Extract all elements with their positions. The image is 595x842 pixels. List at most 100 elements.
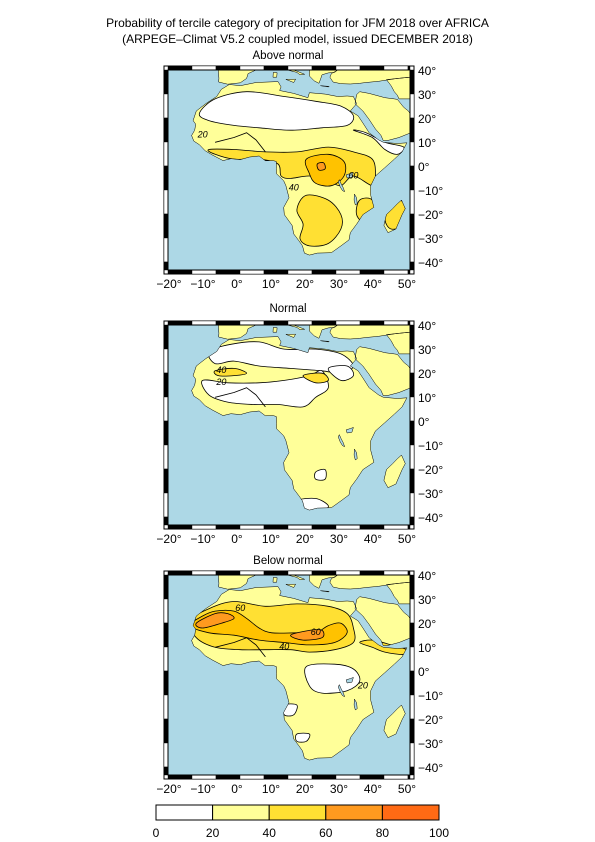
contour-label: 20 [357, 680, 368, 690]
longitude-tick-label: −10° [190, 782, 215, 796]
probability-region [213, 367, 248, 377]
contour-label: 20 [215, 377, 226, 387]
longitude-tick-label: 30° [330, 277, 348, 291]
coastline [191, 69, 411, 256]
contour-label: 20 [197, 129, 208, 139]
longitude-tick-label: 0° [231, 782, 243, 796]
figure-title: Probability of tercile category of preci… [106, 16, 489, 30]
lake [338, 433, 346, 448]
longitude-tick-label: 30° [330, 532, 348, 546]
lake [345, 676, 354, 684]
map-frame [163, 570, 415, 780]
probability-region [314, 468, 327, 481]
latitude-tick-label: −20° [418, 713, 443, 727]
contour-label: 40 [216, 365, 226, 375]
latitude-tick-label: 20° [418, 367, 436, 381]
colorbar-tick-label: 60 [319, 826, 333, 840]
probability-region [198, 91, 355, 131]
river [214, 132, 266, 153]
latitude-tick-label: 0° [418, 415, 430, 429]
colorbar-segment [268, 804, 327, 821]
map-frame [163, 65, 415, 275]
latitude-tick-label: 40° [418, 569, 436, 583]
contour-label: 40 [279, 642, 289, 652]
colorbar-segment [155, 804, 214, 821]
map-frame [163, 320, 415, 530]
longitude-tick-label: 40° [364, 532, 382, 546]
longitude-tick-label: 10° [262, 532, 280, 546]
latitude-tick-label: 30° [418, 343, 436, 357]
probability-region [201, 369, 329, 408]
longitude-tick-label: 50° [398, 277, 416, 291]
longitude-tick-label: −20° [156, 277, 181, 291]
lake [353, 698, 358, 711]
longitude-tick-label: −10° [190, 277, 215, 291]
probability-region [295, 732, 311, 743]
latitude-tick-label: 10° [418, 391, 436, 405]
map-panel-2: 60 60 40 20 −20° −10° 0° 10° 20° 30° 40° 50° 40° 30° 2… [156, 569, 443, 796]
longitude-tick-label: 10° [262, 782, 280, 796]
latitude-tick-label: −20° [418, 463, 443, 477]
latitude-tick-label: −40° [418, 761, 443, 775]
figure-subtitle: (ARPEGE–Climat V5.2 coupled model, issue… [122, 32, 473, 46]
river [214, 387, 266, 408]
latitude-tick-label: −20° [418, 208, 443, 222]
panel-title-above-normal: Above normal [252, 50, 324, 62]
latitude-tick-label: −10° [418, 439, 443, 453]
panel-title-below-normal: Below normal [253, 555, 323, 567]
lake [338, 683, 346, 698]
latitude-tick-label: 30° [418, 593, 436, 607]
longitude-tick-label: 20° [296, 277, 314, 291]
longitude-tick-label: 0° [231, 277, 243, 291]
latitude-tick-label: 0° [418, 665, 430, 679]
longitude-tick-label: −10° [190, 532, 215, 546]
longitude-tick-label: 0° [231, 532, 243, 546]
probability-region [327, 365, 355, 382]
colorbar-tick-label: 0 [153, 826, 160, 840]
contour-label: 40 [289, 182, 299, 192]
longitude-tick-label: 40° [364, 782, 382, 796]
longitude-tick-label: −20° [156, 532, 181, 546]
colorbar: 0 20 40 60 80 100 [153, 804, 449, 840]
latitude-tick-label: 20° [418, 617, 436, 631]
latitude-tick-label: 10° [418, 136, 436, 150]
latitude-tick-label: 40° [418, 64, 436, 78]
probability-region [304, 663, 361, 694]
latitude-tick-label: −10° [418, 689, 443, 703]
map-panel-1: 40 20 −20° −10° 0° 10° 20° 30° 40° 50° 40° 30° 20° 10… [156, 319, 443, 546]
probability-region [290, 629, 325, 641]
colorbar-segment [381, 804, 440, 821]
panel-title-normal: Normal [269, 303, 307, 315]
longitude-tick-label: 20° [296, 782, 314, 796]
longitude-tick-label: 10° [262, 277, 280, 291]
latitude-tick-label: 0° [418, 160, 430, 174]
colorbar-tick-label: 40 [263, 826, 277, 840]
lake [353, 448, 358, 461]
lake [345, 426, 354, 434]
coastline [191, 574, 411, 761]
contour-label: 60 [348, 170, 358, 180]
latitude-tick-label: 20° [418, 112, 436, 126]
longitude-tick-label: 50° [398, 782, 416, 796]
contour-label: 60 [235, 603, 245, 613]
contour-label: 60 [311, 627, 321, 637]
colorbar-tick-label: 20 [206, 826, 220, 840]
latitude-tick-label: −30° [418, 232, 443, 246]
colorbar-tick-label: 100 [429, 826, 449, 840]
colorbar-segment [212, 804, 270, 821]
colorbar-tick-label: 80 [376, 826, 390, 840]
probability-region [195, 612, 235, 629]
latitude-tick-label: −30° [418, 737, 443, 751]
latitude-tick-label: 10° [418, 641, 436, 655]
river [214, 637, 266, 658]
longitude-tick-label: 40° [364, 277, 382, 291]
latitude-tick-label: −40° [418, 511, 443, 525]
coastline [191, 324, 411, 511]
probability-region [296, 194, 343, 247]
lake [353, 193, 358, 206]
latitude-tick-label: 30° [418, 88, 436, 102]
latitude-tick-label: −40° [418, 256, 443, 270]
latitude-tick-label: −10° [418, 184, 443, 198]
longitude-tick-label: 50° [398, 532, 416, 546]
